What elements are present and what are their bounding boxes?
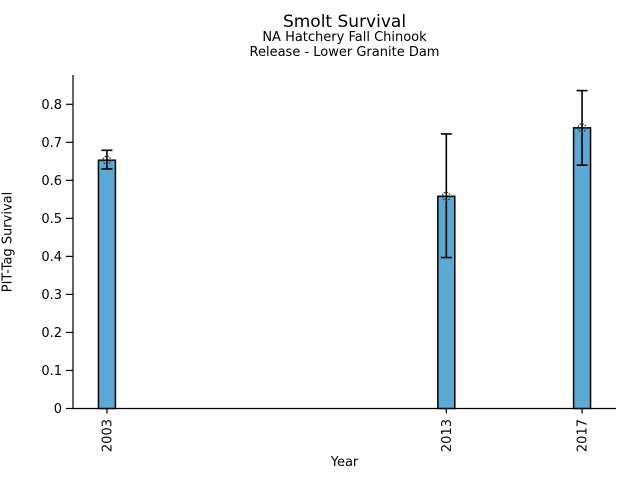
data-point-marker bbox=[102, 155, 112, 165]
y-tick-label: 0.5 bbox=[41, 212, 62, 227]
y-tick-label: 0.7 bbox=[41, 136, 62, 151]
y-tick-label: 0.1 bbox=[41, 364, 62, 379]
x-tick-label: 2003 bbox=[100, 419, 115, 452]
y-tick-label: 0.4 bbox=[41, 250, 62, 265]
chart-subtitle-line2: Release - Lower Granite Dam bbox=[249, 45, 440, 60]
x-axis-label: Year bbox=[330, 455, 359, 470]
data-point-marker bbox=[577, 123, 587, 133]
chart-subtitle-line1: NA Hatchery Fall Chinook bbox=[262, 30, 427, 45]
y-tick-label: 0.3 bbox=[41, 288, 62, 303]
y-tick-label: 0.2 bbox=[41, 326, 62, 341]
bar bbox=[572, 127, 592, 410]
y-tick-label: 0.6 bbox=[41, 174, 62, 189]
x-tick-label: 2013 bbox=[440, 419, 455, 452]
y-tick-label: 0 bbox=[54, 402, 62, 417]
data-point-marker bbox=[441, 191, 451, 201]
bar bbox=[97, 159, 117, 410]
chart-title: Smolt Survival bbox=[282, 12, 407, 32]
x-tick-label: 2017 bbox=[576, 419, 591, 452]
y-tick-label: 0.8 bbox=[41, 98, 62, 113]
